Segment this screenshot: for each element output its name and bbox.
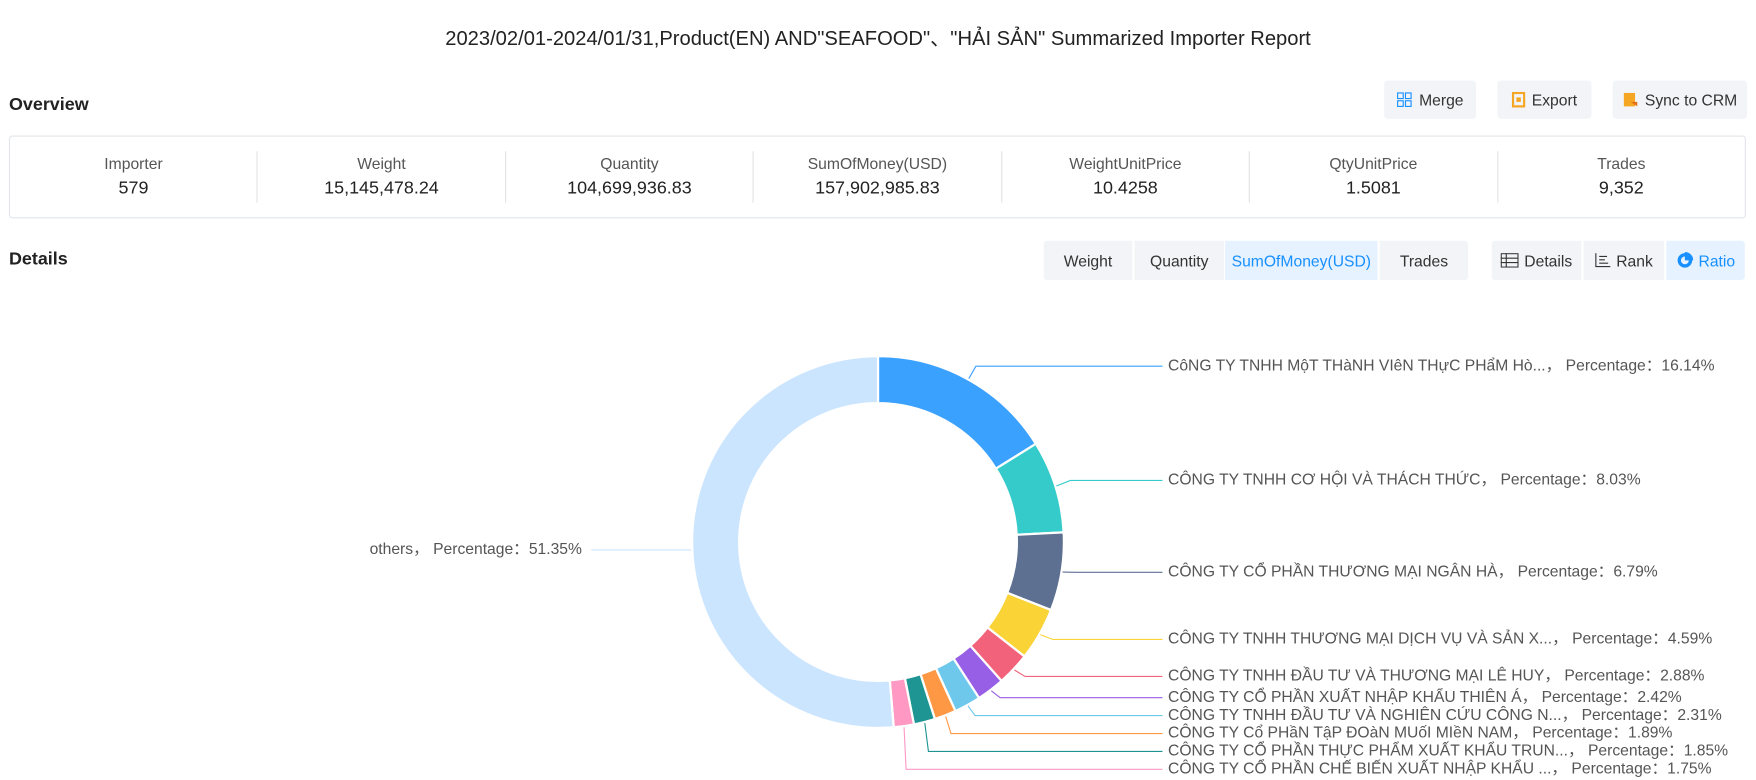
percentage-label: ， Percentage： [1522, 689, 1638, 706]
percentage-label: ， Percentage： [1552, 631, 1668, 648]
leader-line [925, 723, 1163, 751]
slice-value-label: 2.31% [1677, 707, 1721, 724]
percentage-label: ， Percentage： [1544, 668, 1660, 685]
slice-value-label: 1.85% [1684, 743, 1728, 760]
slice-name: CÔNG TY Cổ PHầN TậP ĐOàN MUốI MIềN NAM [1168, 723, 1512, 742]
percentage-label: ， Percentage： [1498, 563, 1614, 580]
slice-value-label: 4.59% [1668, 631, 1712, 648]
slice-name: CôNG TY TNHH MộT THàNH VIêN THựC PHẩM Hò… [1168, 356, 1546, 374]
slice-name: others [370, 541, 414, 558]
slice-name: CÔNG TY CỔ PHẦN THỰC PHẨM XUẤT KHẨU TRUN… [1168, 741, 1568, 760]
leader-line [969, 366, 1163, 378]
slice-name: CÔNG TY TNHH ĐẦU TƯ VÀ NGHIÊN CỨU CÔNG N… [1168, 705, 1562, 724]
leader-line [991, 691, 1162, 698]
slice-value-label: 6.79% [1613, 563, 1657, 580]
slice-name: CÔNG TY TNHH ĐẦU TƯ VÀ THƯƠNG MẠI LÊ HUY [1168, 666, 1545, 685]
donut-slice [692, 356, 894, 728]
slice-value-label: 16.14% [1661, 357, 1714, 374]
slice-name: CÔNG TY CỔ PHẦN CHẾ BIẾN XUẤT NHẬP KHẨU … [1168, 759, 1551, 778]
leader-line [946, 716, 1163, 733]
leader-line [968, 706, 1162, 716]
leader-line [1056, 480, 1162, 486]
slice-name: CÔNG TY CỔ PHẦN XUẤT NHẬP KHẨU THIÊN Á [1168, 687, 1522, 706]
percentage-label: ， Percentage： [1512, 725, 1628, 742]
leader-line [1040, 635, 1162, 640]
slice-value-label: 1.75% [1667, 761, 1711, 778]
slice-name: CÔNG TY TNHH CƠ HỘI VÀ THÁCH THỨC [1168, 470, 1480, 489]
percentage-label: ， Percentage： [1562, 707, 1678, 724]
percentage-label: ， Percentage： [1568, 743, 1684, 760]
percentage-label: ， Percentage： [413, 541, 529, 558]
slice-value-label: 51.35% [529, 541, 582, 558]
percentage-label: ， Percentage： [1480, 472, 1596, 489]
leader-line [1014, 670, 1162, 676]
percentage-label: ， Percentage： [1546, 357, 1662, 374]
slice-name: CÔNG TY TNHH THƯƠNG MẠI DỊCH VỤ VÀ SẢN X… [1168, 629, 1552, 648]
slice-value-label: 2.42% [1637, 689, 1681, 706]
slice-value-label: 1.89% [1628, 725, 1672, 742]
percentage-label: ， Percentage： [1551, 761, 1667, 778]
donut-slice [878, 356, 1036, 469]
slice-value-label: 8.03% [1596, 472, 1640, 489]
slice-value-label: 2.88% [1660, 668, 1704, 685]
slice-name: CÔNG TY CỔ PHẦN THƯƠNG MẠI NGÂN HÀ [1168, 561, 1498, 580]
